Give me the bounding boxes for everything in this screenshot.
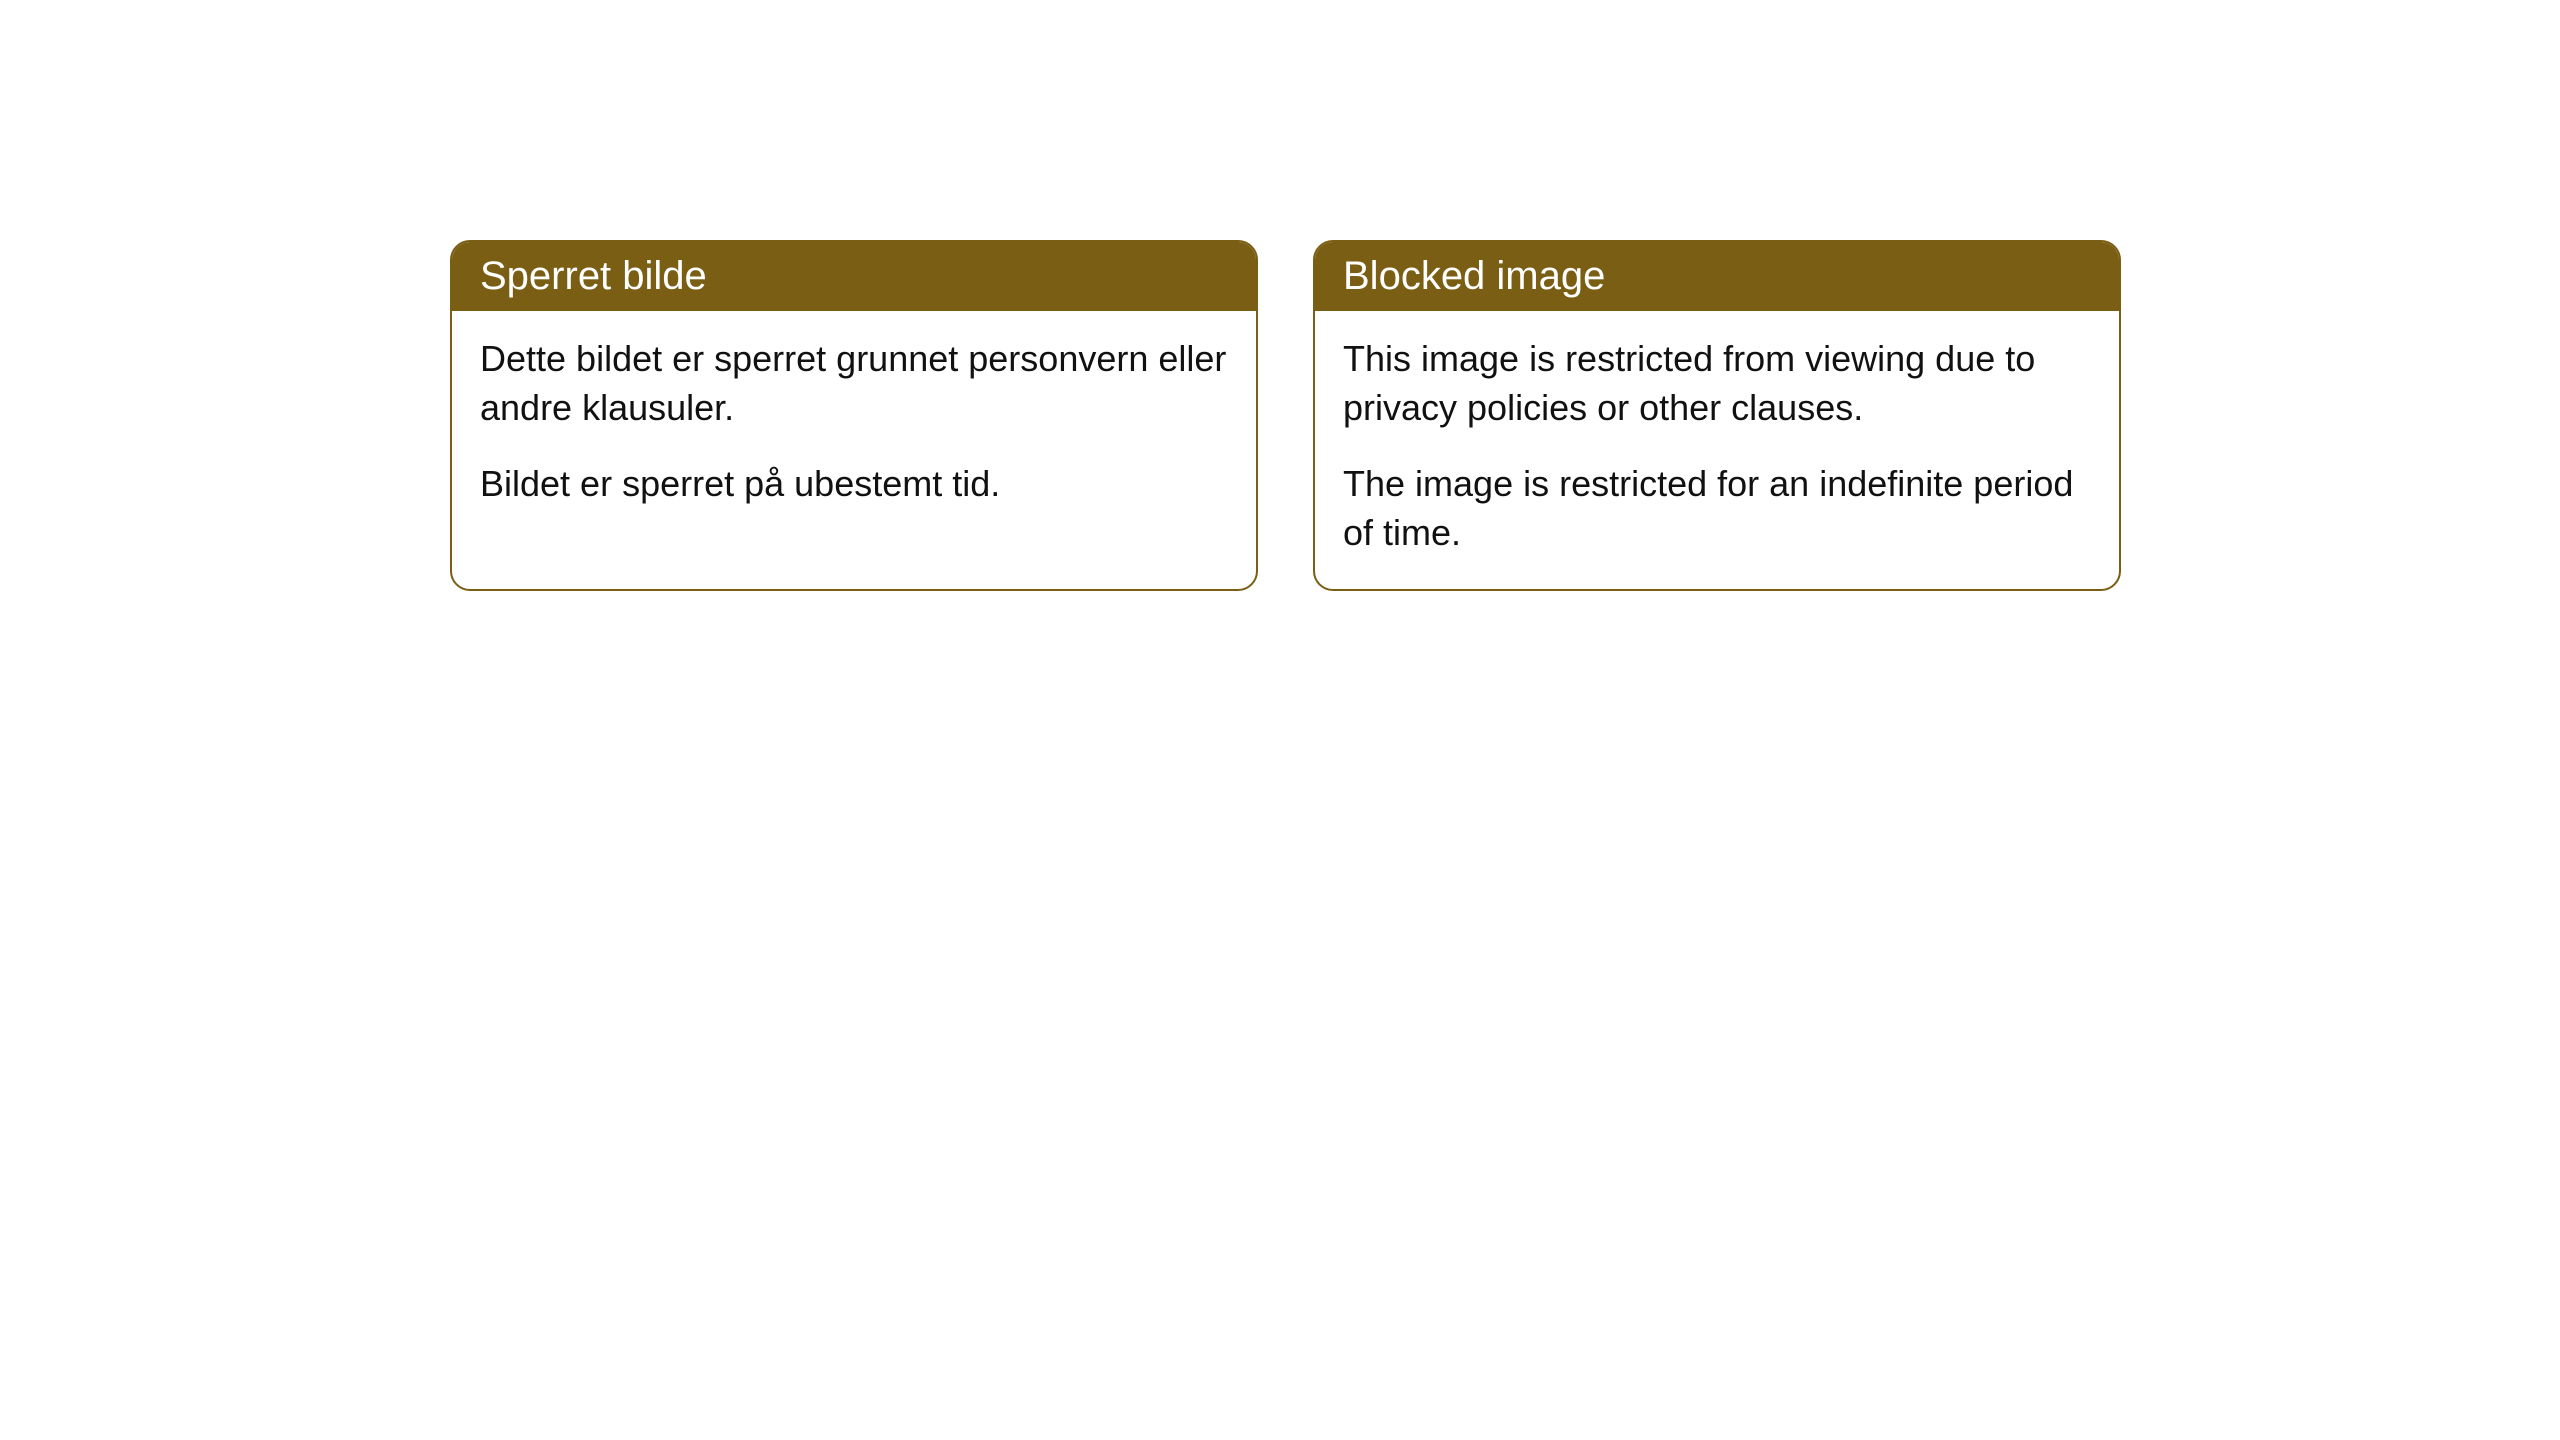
card-paragraph: Bildet er sperret på ubestemt tid. [480, 460, 1228, 509]
notice-cards-container: Sperret bilde Dette bildet er sperret gr… [450, 240, 2560, 591]
card-body: This image is restricted from viewing du… [1315, 311, 2119, 589]
card-body: Dette bildet er sperret grunnet personve… [452, 311, 1256, 541]
card-paragraph: The image is restricted for an indefinit… [1343, 460, 2091, 557]
card-paragraph: This image is restricted from viewing du… [1343, 335, 2091, 432]
card-title: Blocked image [1343, 254, 1605, 298]
card-header: Sperret bilde [452, 242, 1256, 311]
blocked-image-card-english: Blocked image This image is restricted f… [1313, 240, 2121, 591]
card-paragraph: Dette bildet er sperret grunnet personve… [480, 335, 1228, 432]
card-title: Sperret bilde [480, 254, 707, 298]
card-header: Blocked image [1315, 242, 2119, 311]
blocked-image-card-norwegian: Sperret bilde Dette bildet er sperret gr… [450, 240, 1258, 591]
